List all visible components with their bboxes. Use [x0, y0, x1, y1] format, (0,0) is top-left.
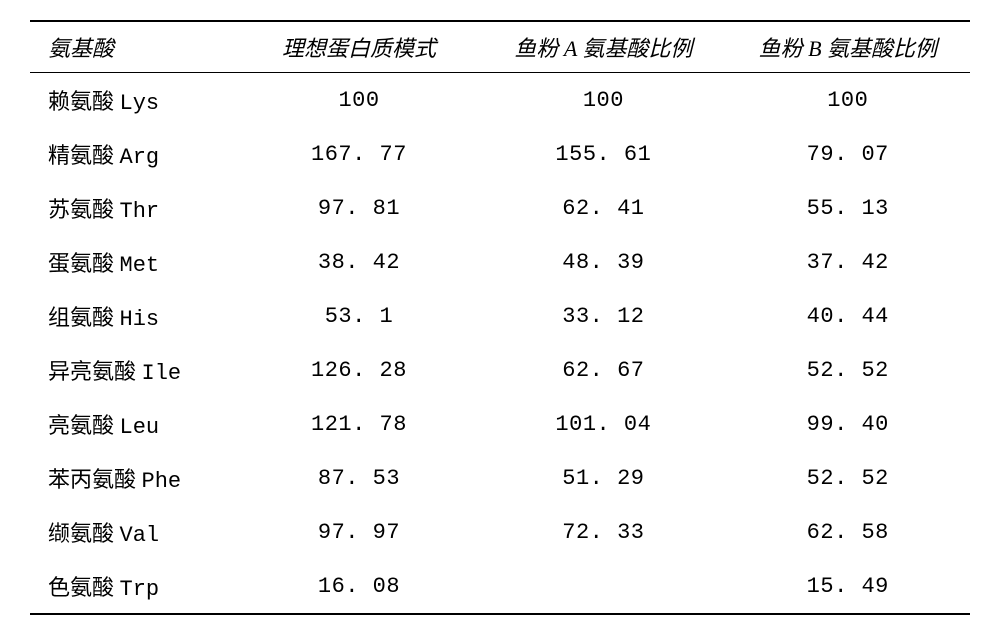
- table-row: 亮氨酸 Leu121. 78101. 0499. 40: [30, 397, 970, 451]
- cell-fish-a: 101. 04: [481, 397, 725, 451]
- cell-amino-acid: 赖氨酸 Lys: [30, 73, 237, 128]
- amino-acid-en: Trp: [120, 577, 160, 602]
- amino-acid-cn: 异亮氨酸: [48, 359, 136, 384]
- table-row: 异亮氨酸 Ile126. 2862. 6752. 52: [30, 343, 970, 397]
- cell-fish-a: 51. 29: [481, 451, 725, 505]
- cell-fish-b: 52. 52: [726, 451, 970, 505]
- amino-acid-en: His: [120, 307, 160, 332]
- cell-ideal: 16. 08: [237, 559, 481, 614]
- amino-acid-en: Arg: [120, 145, 160, 170]
- amino-acid-table: 氨基酸 理想蛋白质模式 鱼粉 A 氨基酸比例 鱼粉 B 氨基酸比例 赖氨酸 Ly…: [30, 20, 970, 615]
- amino-acid-table-wrap: 氨基酸 理想蛋白质模式 鱼粉 A 氨基酸比例 鱼粉 B 氨基酸比例 赖氨酸 Ly…: [0, 0, 1000, 634]
- cell-fish-a: 100: [481, 73, 725, 128]
- cell-fish-b: 55. 13: [726, 181, 970, 235]
- cell-fish-a: 33. 12: [481, 289, 725, 343]
- cell-ideal: 97. 97: [237, 505, 481, 559]
- cell-amino-acid: 色氨酸 Trp: [30, 559, 237, 614]
- col-header-fish-a: 鱼粉 A 氨基酸比例: [481, 21, 725, 73]
- cell-fish-a: 155. 61: [481, 127, 725, 181]
- cell-amino-acid: 苏氨酸 Thr: [30, 181, 237, 235]
- cell-ideal: 126. 28: [237, 343, 481, 397]
- cell-fish-b: 37. 42: [726, 235, 970, 289]
- cell-ideal: 38. 42: [237, 235, 481, 289]
- cell-fish-b: 100: [726, 73, 970, 128]
- table-row: 色氨酸 Trp16. 0815. 49: [30, 559, 970, 614]
- table-row: 赖氨酸 Lys100100100: [30, 73, 970, 128]
- cell-ideal: 87. 53: [237, 451, 481, 505]
- table-header-row: 氨基酸 理想蛋白质模式 鱼粉 A 氨基酸比例 鱼粉 B 氨基酸比例: [30, 21, 970, 73]
- cell-ideal: 97. 81: [237, 181, 481, 235]
- col-header-amino-acid: 氨基酸: [30, 21, 237, 73]
- cell-ideal: 121. 78: [237, 397, 481, 451]
- cell-amino-acid: 苯丙氨酸 Phe: [30, 451, 237, 505]
- cell-fish-b: 62. 58: [726, 505, 970, 559]
- amino-acid-en: Phe: [142, 469, 182, 494]
- amino-acid-cn: 蛋氨酸: [48, 251, 114, 276]
- cell-ideal: 53. 1: [237, 289, 481, 343]
- amino-acid-en: Thr: [120, 199, 160, 224]
- cell-amino-acid: 亮氨酸 Leu: [30, 397, 237, 451]
- amino-acid-en: Lys: [120, 91, 160, 116]
- amino-acid-cn: 苯丙氨酸: [48, 467, 136, 492]
- cell-fish-b: 40. 44: [726, 289, 970, 343]
- amino-acid-en: Val: [120, 523, 160, 548]
- cell-amino-acid: 蛋氨酸 Met: [30, 235, 237, 289]
- cell-fish-a: [481, 559, 725, 614]
- table-row: 精氨酸 Arg167. 77155. 6179. 07: [30, 127, 970, 181]
- cell-fish-a: 72. 33: [481, 505, 725, 559]
- cell-amino-acid: 异亮氨酸 Ile: [30, 343, 237, 397]
- amino-acid-cn: 精氨酸: [48, 143, 114, 168]
- amino-acid-en: Ile: [142, 361, 182, 386]
- cell-ideal: 167. 77: [237, 127, 481, 181]
- cell-fish-a: 48. 39: [481, 235, 725, 289]
- cell-amino-acid: 精氨酸 Arg: [30, 127, 237, 181]
- col-header-fish-b: 鱼粉 B 氨基酸比例: [726, 21, 970, 73]
- cell-fish-b: 79. 07: [726, 127, 970, 181]
- table-row: 苯丙氨酸 Phe87. 5351. 2952. 52: [30, 451, 970, 505]
- amino-acid-cn: 赖氨酸: [48, 89, 114, 114]
- cell-fish-a: 62. 41: [481, 181, 725, 235]
- cell-fish-b: 99. 40: [726, 397, 970, 451]
- amino-acid-cn: 亮氨酸: [48, 413, 114, 438]
- amino-acid-en: Leu: [120, 415, 160, 440]
- col-header-ideal: 理想蛋白质模式: [237, 21, 481, 73]
- amino-acid-en: Met: [120, 253, 160, 278]
- table-row: 蛋氨酸 Met38. 4248. 3937. 42: [30, 235, 970, 289]
- cell-amino-acid: 组氨酸 His: [30, 289, 237, 343]
- amino-acid-cn: 缬氨酸: [48, 521, 114, 546]
- table-row: 组氨酸 His53. 133. 1240. 44: [30, 289, 970, 343]
- amino-acid-cn: 色氨酸: [48, 575, 114, 600]
- table-row: 苏氨酸 Thr97. 8162. 4155. 13: [30, 181, 970, 235]
- amino-acid-cn: 组氨酸: [48, 305, 114, 330]
- cell-amino-acid: 缬氨酸 Val: [30, 505, 237, 559]
- cell-ideal: 100: [237, 73, 481, 128]
- amino-acid-cn: 苏氨酸: [48, 197, 114, 222]
- table-body: 赖氨酸 Lys100100100精氨酸 Arg167. 77155. 6179.…: [30, 73, 970, 615]
- table-row: 缬氨酸 Val97. 9772. 3362. 58: [30, 505, 970, 559]
- cell-fish-b: 15. 49: [726, 559, 970, 614]
- cell-fish-b: 52. 52: [726, 343, 970, 397]
- cell-fish-a: 62. 67: [481, 343, 725, 397]
